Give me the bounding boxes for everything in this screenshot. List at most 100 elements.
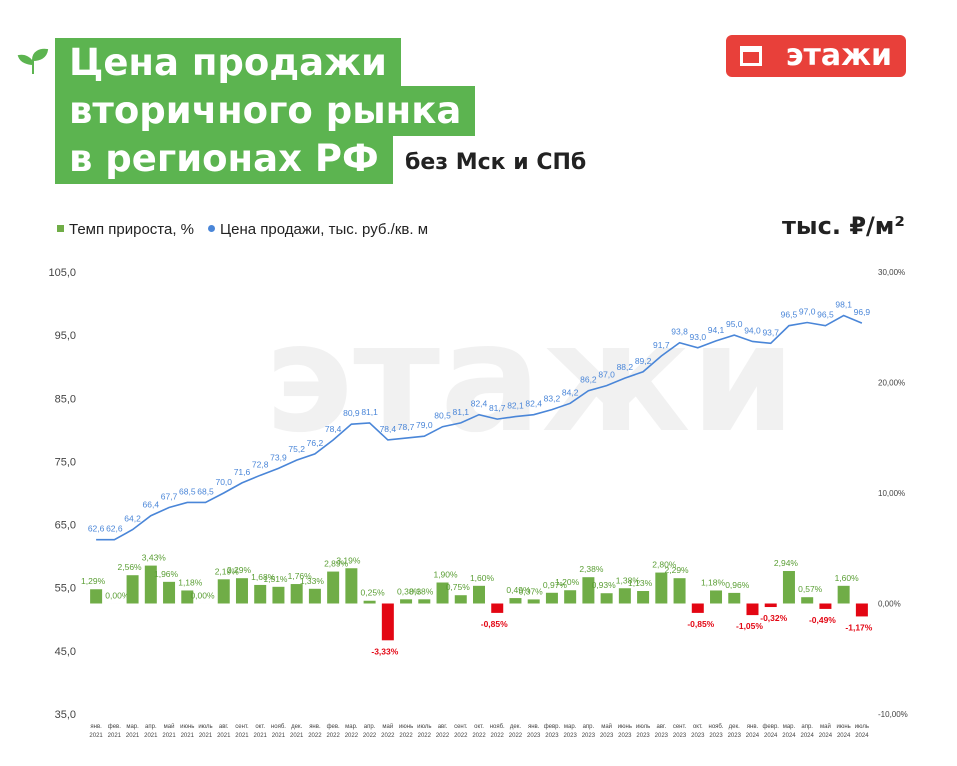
bar-value-label: -0,49% (809, 615, 836, 625)
line-value-label: 68,5 (197, 486, 214, 496)
subtitle: без Мск и СПб (405, 150, 587, 175)
line-value-label: 82,4 (525, 399, 542, 409)
line-value-label: 78,4 (380, 424, 397, 434)
line-value-label: 95,0 (726, 319, 743, 329)
y-tick-label: 105,0 (48, 267, 76, 279)
bar-value-label: 2,89% (324, 559, 349, 569)
line-value-label: 93,8 (671, 327, 688, 337)
bar (308, 588, 321, 604)
bar (782, 571, 795, 604)
unit-label: тыс. ₽/м² (782, 212, 905, 240)
legend-label: Темп прироста, % (69, 221, 194, 238)
bar-value-label: 0,96% (725, 580, 750, 590)
y2-tick-label: -10,00% (878, 710, 908, 719)
bar (746, 603, 759, 616)
bar (181, 590, 194, 604)
line-value-label: 72,8 (252, 459, 269, 469)
bar-value-label: -1,05% (736, 621, 763, 631)
bar (545, 592, 558, 604)
line-value-label: 97,0 (799, 307, 816, 317)
bar-value-label: 2,80% (652, 560, 677, 570)
x-tick-label: апр. 2021 (144, 724, 158, 739)
x-tick-label: мар. 2022 (345, 724, 359, 739)
x-tick-label: май 2023 (600, 723, 614, 739)
line-value-label: 98,1 (835, 300, 852, 310)
line-value-label: 88,2 (617, 362, 634, 372)
y-tick-label: 45,0 (55, 646, 76, 658)
bar-value-label: 1,20% (555, 577, 580, 587)
bar-value-label: 0,38% (409, 586, 434, 596)
y-tick-label: 65,0 (55, 520, 76, 532)
line-value-label: 91,7 (653, 340, 670, 350)
y2-tick-label: 30,00% (878, 268, 905, 277)
x-tick-label: май 2021 (162, 723, 176, 739)
line-value-label: 89,2 (635, 356, 652, 366)
line-value-label: 86,2 (580, 375, 597, 385)
line-value-label: 79,0 (416, 420, 433, 430)
line-value-label: 87,0 (598, 370, 615, 380)
legend-swatch (208, 225, 216, 232)
bar-value-label: -0,85% (687, 619, 714, 629)
x-tick-label: февр. 2024 (762, 724, 779, 739)
bar-value-label: 0,00% (105, 591, 130, 601)
bar-value-label: 1,96% (154, 569, 179, 579)
bar-value-label: 1,51% (263, 574, 288, 584)
line-value-label: 68,5 (179, 486, 196, 496)
x-tick-label: сент. 2021 (235, 724, 249, 739)
logo: этажи (726, 35, 906, 77)
bar (637, 591, 650, 604)
x-tick-label: сент. 2022 (454, 724, 468, 739)
line-value-label: 82,1 (507, 401, 524, 411)
x-tick-label: нояб. 2022 (490, 724, 505, 739)
bar-value-label: 2,56% (118, 562, 143, 572)
bar-value-label: 0,37% (519, 586, 544, 596)
bar-value-label: 0,97% (543, 580, 568, 590)
line-value-label: 81,1 (452, 407, 469, 417)
line-value-label: 94,1 (708, 325, 725, 335)
line-value-label: 83,2 (544, 394, 561, 404)
x-tick-label: фев. 2021 (108, 724, 122, 739)
bar (418, 599, 431, 604)
bar (436, 582, 449, 604)
x-tick-label: фев. 2022 (326, 724, 340, 739)
bar-value-label: 3,43% (142, 553, 167, 563)
bar (473, 585, 485, 604)
x-tick-label: июнь 2023 (618, 724, 632, 739)
bar-value-label: 0,38% (397, 586, 422, 596)
x-tick-label: апр. 2023 (582, 724, 596, 739)
bar-value-label: 0,00% (190, 591, 215, 601)
bar-value-label: -0,85% (481, 619, 508, 629)
x-tick-label: мар. 2023 (563, 724, 577, 739)
line-value-label: 64,2 (124, 514, 141, 524)
bar (363, 600, 376, 604)
bar (126, 575, 139, 604)
bar-value-label: 2,38% (579, 564, 604, 574)
title-line: в регионах РФ (55, 134, 393, 184)
legend-swatch (57, 225, 64, 232)
bar (163, 581, 176, 604)
x-tick-label: янв. 2021 (89, 724, 103, 739)
x-tick-label: нояб. 2023 (709, 724, 724, 739)
y2-tick-label: 0,00% (878, 600, 901, 609)
line-value-label: 84,2 (562, 387, 579, 397)
bar (837, 585, 850, 604)
x-tick-label: янв. 2022 (308, 724, 322, 739)
bar (855, 603, 868, 617)
x-tick-label: дек. 2022 (509, 724, 523, 739)
bar (801, 597, 814, 604)
bar (691, 603, 704, 613)
bar (454, 595, 467, 604)
bar-value-label: 1,18% (178, 577, 203, 587)
bar-value-label: 0,49% (506, 585, 531, 595)
x-tick-label: май 2022 (381, 723, 395, 739)
x-tick-label: нояб. 2021 (271, 724, 286, 739)
x-tick-label: мар. 2024 (782, 724, 796, 739)
y-tick-label: 85,0 (55, 393, 76, 405)
x-tick-label: февр. 2023 (544, 724, 561, 739)
bar-value-label: 0,75% (446, 582, 471, 592)
bar (509, 598, 522, 604)
line-value-label: 96,5 (817, 310, 834, 320)
bar-value-label: 2,29% (665, 565, 690, 575)
